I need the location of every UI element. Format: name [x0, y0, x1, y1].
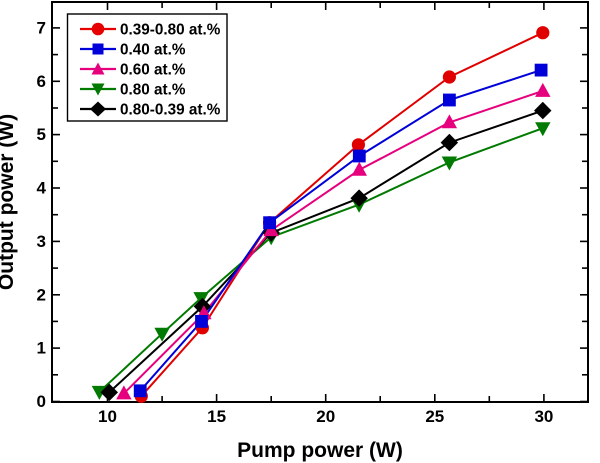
- svg-text:3: 3: [37, 232, 46, 251]
- svg-text:Pump power (W): Pump power (W): [237, 439, 403, 462]
- svg-text:2: 2: [37, 285, 46, 304]
- svg-text:Output power (W): Output power (W): [0, 114, 18, 290]
- svg-text:5: 5: [37, 125, 46, 144]
- svg-text:15: 15: [207, 407, 226, 426]
- svg-text:7: 7: [37, 18, 46, 37]
- svg-text:0.40 at.%: 0.40 at.%: [120, 42, 186, 59]
- svg-text:30: 30: [534, 407, 553, 426]
- svg-text:4: 4: [37, 179, 47, 198]
- svg-text:6: 6: [37, 72, 46, 91]
- svg-text:0.80-0.39 at.%: 0.80-0.39 at.%: [120, 102, 221, 119]
- svg-text:20: 20: [316, 407, 335, 426]
- svg-text:1: 1: [37, 339, 46, 358]
- svg-text:0.80 at.%: 0.80 at.%: [120, 82, 186, 99]
- svg-text:0.60 at.%: 0.60 at.%: [120, 62, 186, 79]
- svg-text:0.39-0.80 at.%: 0.39-0.80 at.%: [120, 22, 221, 39]
- svg-text:10: 10: [98, 407, 117, 426]
- svg-text:25: 25: [425, 407, 444, 426]
- svg-text:0: 0: [37, 392, 46, 411]
